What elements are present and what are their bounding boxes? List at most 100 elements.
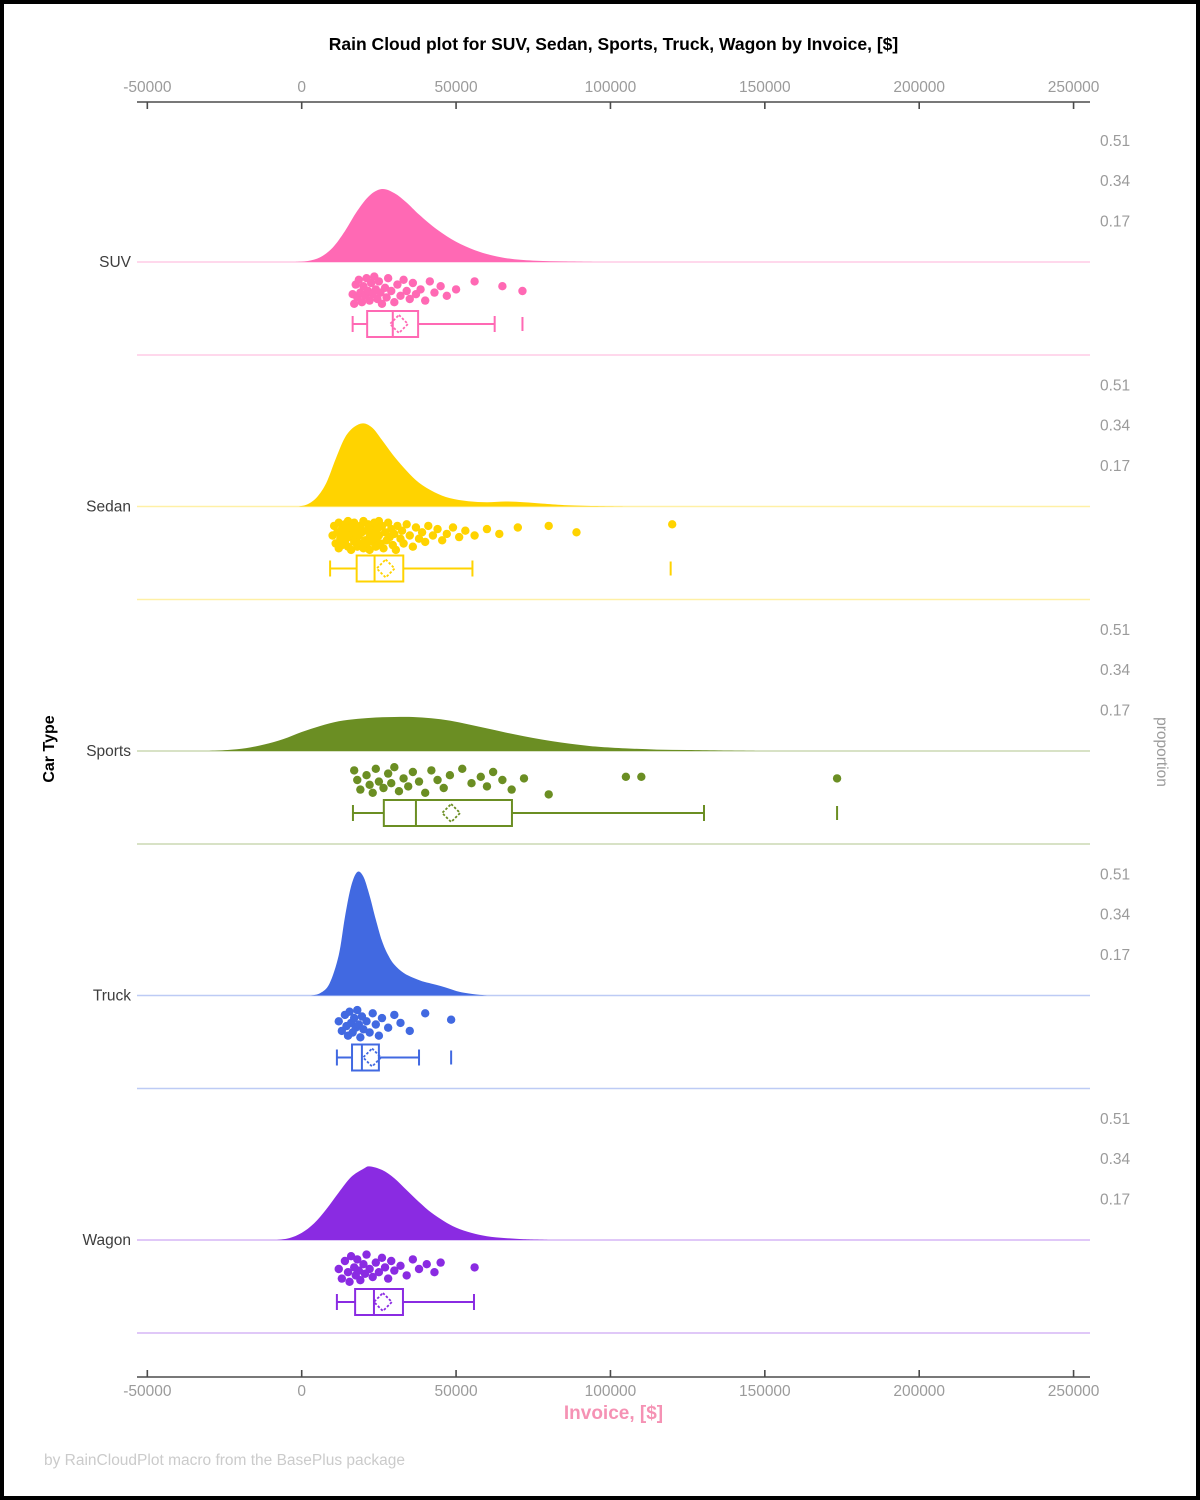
scatter-point	[448, 523, 458, 532]
x-tick-label: 250000	[1048, 1383, 1100, 1400]
scatter-point	[371, 1020, 380, 1029]
scatter-point	[390, 298, 399, 307]
scatter-point	[353, 775, 362, 785]
scatter-point	[402, 520, 411, 529]
scatter-point	[414, 777, 424, 786]
scatter-point	[368, 788, 377, 797]
scatter-point	[374, 777, 384, 786]
scatter-point	[346, 545, 356, 555]
scatter-point	[428, 531, 438, 540]
scatter-point	[513, 523, 523, 532]
category-label: Wagon	[82, 1232, 131, 1249]
scatter-point	[399, 275, 408, 284]
scatter-point	[362, 1017, 371, 1026]
category-label: Truck	[93, 988, 131, 1005]
scatter-point	[470, 277, 479, 286]
scatter-point	[390, 763, 399, 772]
density-curve	[209, 716, 759, 751]
scatter-point	[408, 1255, 418, 1264]
scatter-point	[518, 286, 527, 296]
scatter-point	[359, 1025, 368, 1034]
scatter-point	[507, 785, 516, 794]
scatter-point	[387, 779, 396, 788]
scatter-point	[371, 1258, 380, 1267]
scatter-point	[451, 285, 461, 294]
category-label: SUV	[99, 254, 132, 271]
scatter-point	[362, 771, 371, 780]
scatter-point	[383, 769, 393, 778]
density-curve	[277, 1166, 549, 1240]
proportion-tick-label: 0.17	[1100, 1192, 1130, 1209]
scatter-point	[382, 293, 391, 302]
scatter-point	[397, 526, 407, 535]
scatter-point	[421, 296, 430, 305]
scatter-point	[467, 779, 476, 788]
x-axis-title: Invoice, [$]	[563, 1403, 664, 1424]
x-tick-label: 0	[297, 79, 306, 96]
scatter-point	[334, 1017, 343, 1026]
proportion-tick-label: 0.34	[1100, 173, 1131, 190]
scatter-point	[445, 771, 455, 780]
scatter-point	[399, 539, 408, 548]
x-tick-label: -50000	[123, 79, 172, 96]
scatter-point	[349, 1013, 359, 1023]
scatter-point	[383, 274, 393, 283]
scatter-point	[387, 286, 396, 296]
scatter-point	[354, 1266, 364, 1275]
scatter-point	[544, 521, 553, 531]
scatter-point	[442, 529, 452, 539]
scatter-point	[446, 1015, 456, 1024]
scatter-point	[377, 1013, 387, 1023]
scatter-point	[377, 299, 387, 308]
scatter-point	[454, 532, 464, 542]
box	[355, 554, 405, 583]
scatter-point	[345, 1007, 354, 1016]
scatter-point	[572, 528, 581, 537]
scatter-point	[544, 790, 553, 799]
scatter-point	[422, 1260, 431, 1269]
y-axis-title-left: Car Type	[41, 715, 58, 783]
scatter-point	[377, 1253, 387, 1263]
x-tick-label: -50000	[123, 1383, 172, 1400]
density-curve	[310, 871, 487, 996]
x-tick-label: 200000	[893, 79, 945, 96]
scatter-point	[637, 772, 646, 781]
x-tick-label: 0	[297, 1383, 306, 1400]
scatter-point	[337, 1274, 347, 1283]
scatter-point	[405, 1026, 414, 1036]
scatter-point	[495, 529, 504, 539]
scatter-point	[343, 1268, 353, 1277]
scatter-point	[405, 531, 414, 540]
scatter-point	[346, 1252, 356, 1261]
panel-sedan: 0.51 0.34 0.17 Sedan	[86, 377, 1131, 601]
proportion-tick-label: 0.17	[1100, 214, 1130, 231]
scatter-point	[396, 1018, 405, 1028]
scatter-point	[349, 766, 359, 775]
panel-wagon: 0.51 0.34 0.17 Wagon	[82, 1111, 1131, 1334]
density-curve	[295, 189, 596, 262]
scatter-point	[356, 1276, 365, 1285]
scatter-point	[391, 545, 401, 555]
scatter-point	[405, 294, 414, 304]
scatter-point	[425, 277, 435, 286]
scatter-point	[394, 787, 404, 796]
scatter-point	[411, 523, 421, 532]
scatter-point	[427, 766, 436, 775]
scatter-point	[399, 774, 408, 783]
scatter-point	[380, 1263, 390, 1272]
proportion-tick-label: 0.34	[1100, 907, 1131, 924]
x-tick-label: 200000	[893, 1383, 945, 1400]
proportion-tick-label: 0.51	[1100, 377, 1130, 394]
x-tick-label: 100000	[585, 79, 637, 96]
scatter-point	[482, 524, 492, 534]
scatter-point	[433, 775, 442, 785]
scatter-point	[421, 537, 430, 547]
category-label: Sedan	[86, 499, 131, 516]
scatter-point	[354, 275, 364, 284]
x-tick-label: 150000	[739, 79, 791, 96]
x-tick-label: 250000	[1048, 79, 1100, 96]
scatter-point	[442, 291, 452, 300]
scatter-point	[488, 767, 498, 777]
scatter-point	[345, 1277, 354, 1287]
